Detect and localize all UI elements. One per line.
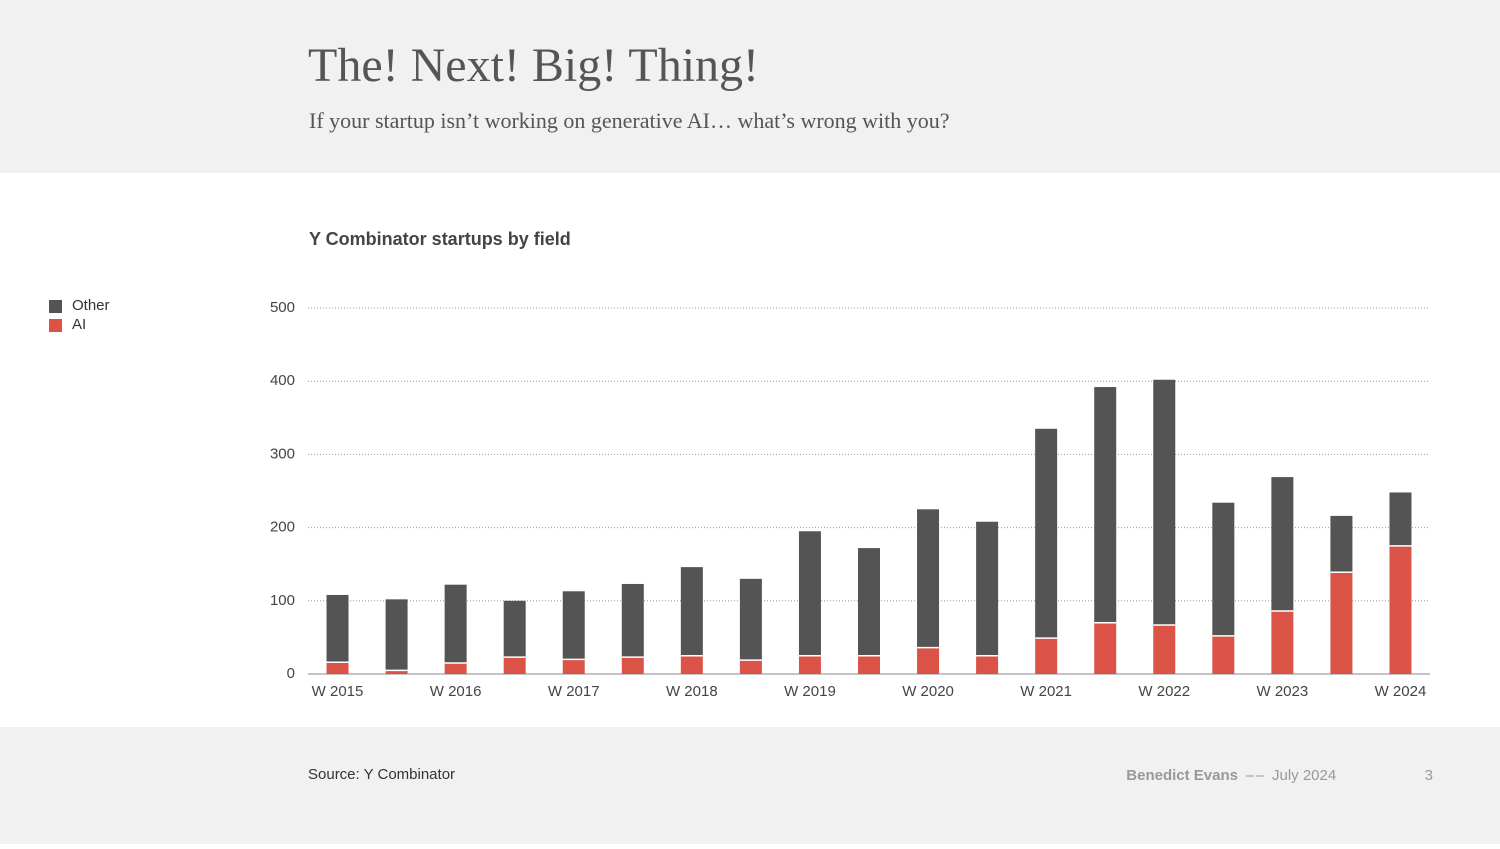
x-tick-label: W 2023 xyxy=(1257,683,1309,700)
bar-segment xyxy=(1330,572,1353,674)
legend-label: Other xyxy=(72,297,110,314)
slide-subtitle: If your startup isn’t working on generat… xyxy=(309,108,950,133)
source: Source: Y Combinator xyxy=(308,766,455,783)
bar-segment xyxy=(621,583,644,658)
bar-segment xyxy=(562,659,585,674)
bar-segment xyxy=(680,567,703,656)
x-tick-label: W 2017 xyxy=(548,683,600,700)
bar-segment xyxy=(1389,492,1412,546)
bar-segment xyxy=(385,599,408,671)
bar-segment xyxy=(917,509,940,648)
x-tick-label: W 2024 xyxy=(1375,683,1427,700)
bar-segment xyxy=(1094,387,1117,623)
page-number: 3 xyxy=(1425,767,1433,784)
bar-segment xyxy=(444,663,467,674)
y-tick-label: 300 xyxy=(270,445,295,462)
bar-segment xyxy=(326,662,349,674)
y-tick-label: 0 xyxy=(287,665,295,682)
bar-segment xyxy=(1153,379,1176,625)
bar-segment xyxy=(976,521,999,656)
bar-segment xyxy=(326,594,349,663)
date: July 2024 xyxy=(1272,767,1336,784)
bar-segment xyxy=(503,657,526,674)
bar-segment xyxy=(1153,624,1176,674)
bar-segment xyxy=(1330,515,1353,573)
y-tick-label: 400 xyxy=(270,372,295,389)
legend-label: AI xyxy=(72,316,86,333)
x-tick-label: W 2021 xyxy=(1020,683,1072,700)
x-tick-label: W 2015 xyxy=(312,683,364,700)
legend-swatch xyxy=(49,319,62,332)
y-tick-label: 500 xyxy=(270,299,295,316)
bar-segment xyxy=(739,578,762,661)
bar-segment xyxy=(917,647,940,674)
bar-segment xyxy=(680,655,703,674)
bar-segment xyxy=(1212,635,1235,674)
x-tick-label: W 2019 xyxy=(784,683,836,700)
bar-segment xyxy=(444,584,467,664)
slide-title: The! Next! Big! Thing! xyxy=(308,39,759,92)
chart: 0 100 200 300 400 500 W 2015 W 2016 W 2017 W 2018… xyxy=(49,297,1430,700)
bar-segment xyxy=(739,660,762,674)
bar-segment xyxy=(562,591,585,660)
bar-segment xyxy=(621,657,644,674)
x-tick-label: W 2020 xyxy=(902,683,954,700)
author: Benedict Evans xyxy=(1126,767,1238,784)
bar-segment xyxy=(1035,428,1058,639)
legend-swatch xyxy=(49,300,62,313)
y-tick-label: 100 xyxy=(270,592,295,609)
bar-segment xyxy=(1389,545,1412,674)
bar-segment xyxy=(798,655,821,674)
y-tick-label: 200 xyxy=(270,519,295,536)
bar-segment xyxy=(1035,638,1058,674)
bar-segment xyxy=(1271,611,1294,674)
bar-segment xyxy=(858,655,880,674)
bar-segment xyxy=(858,548,880,656)
bar-segment xyxy=(798,531,821,656)
x-tick-label: W 2022 xyxy=(1138,683,1190,700)
bar-segment xyxy=(976,655,999,674)
bar-segment xyxy=(1271,477,1294,612)
x-tick-label: W 2016 xyxy=(430,683,482,700)
bar-segment xyxy=(1094,622,1117,674)
bar-segment xyxy=(385,670,408,674)
bar-segment xyxy=(503,600,526,658)
x-tick-label: W 2018 xyxy=(666,683,718,700)
chart-title: Y Combinator startups by field xyxy=(309,229,571,249)
bar-segment xyxy=(1212,502,1235,636)
